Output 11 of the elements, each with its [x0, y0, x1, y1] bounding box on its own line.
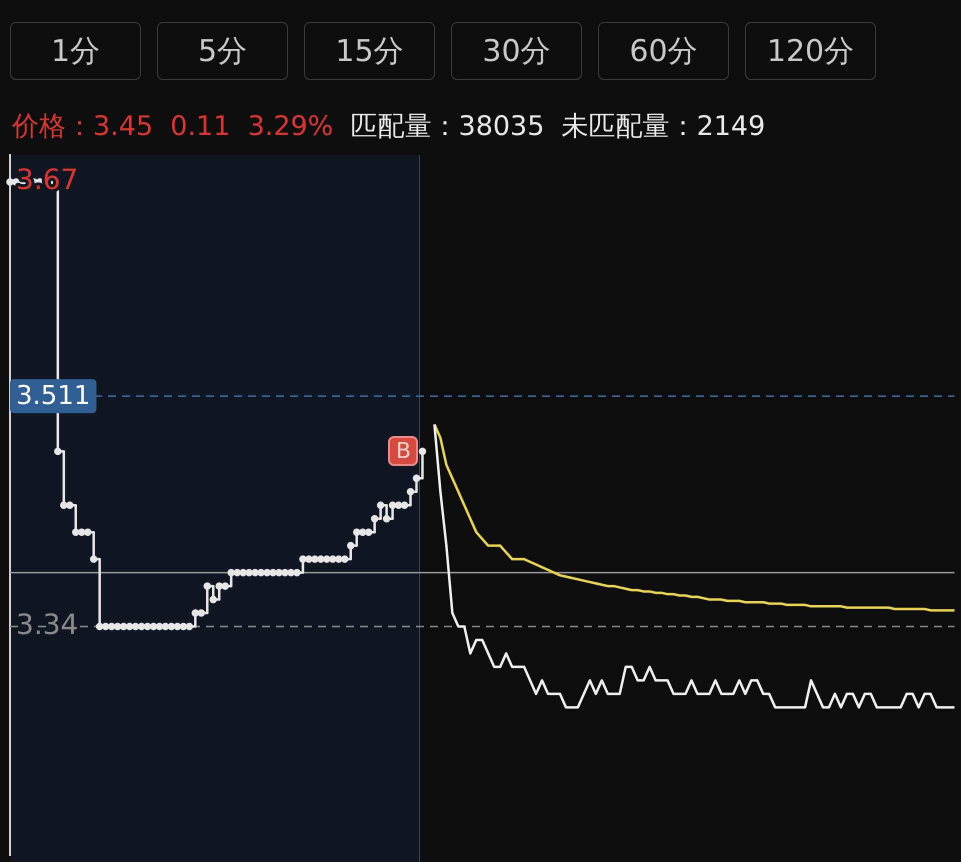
text: 120分: [745, 22, 876, 80]
chart-title: 价格：3.45 0.11 3.29%: [12, 111, 334, 142]
text: 60分: [598, 22, 729, 80]
ref-line-label: 3.511: [16, 380, 90, 411]
chart-subtitle: 匹配量：38035 未匹配量：2149: [350, 111, 766, 142]
y-tick-label: 3.34: [16, 608, 78, 641]
text: 30分: [451, 22, 582, 80]
annotation: B: [388, 436, 418, 466]
text: 15分: [304, 22, 435, 80]
text: 5分: [157, 22, 288, 80]
text: 1分: [10, 22, 141, 80]
